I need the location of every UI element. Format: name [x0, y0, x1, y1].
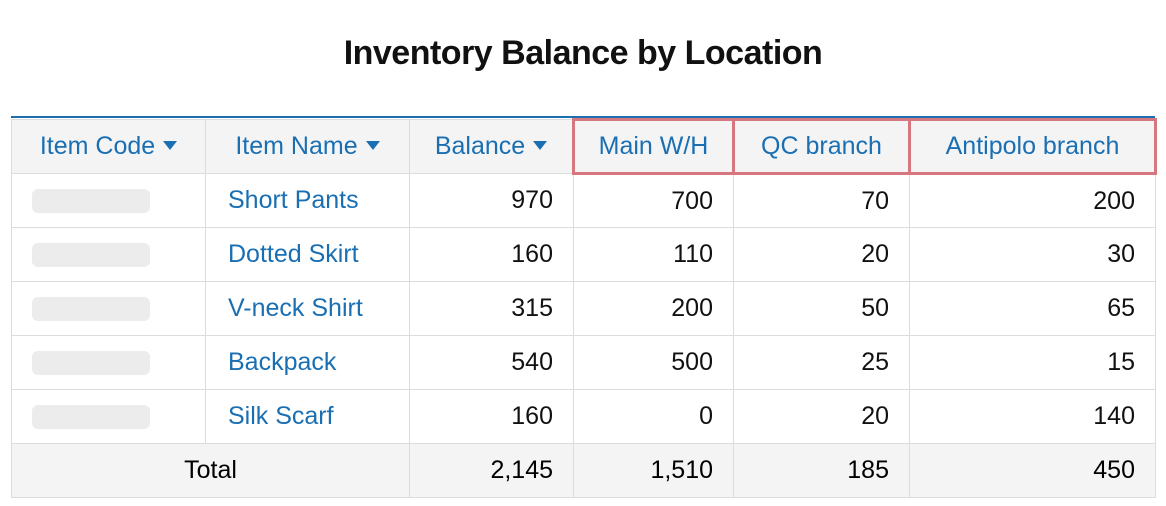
main-wh-cell: 0 [573, 389, 734, 444]
table-row: Dotted Skirt 160 110 20 30 [11, 227, 1156, 282]
qc-branch-cell: 20 [733, 227, 910, 282]
total-antipolo-branch: 450 [909, 443, 1156, 498]
item-code-placeholder [32, 296, 150, 321]
main-wh-cell: 110 [573, 227, 734, 282]
column-label: Item Code [39, 132, 156, 160]
column-header-main-wh[interactable]: Main W/H [572, 118, 735, 175]
totals-row: Total 2,145 1,510 185 450 [11, 443, 1156, 498]
qc-branch-cell: 20 [733, 389, 910, 444]
main-wh-cell: 200 [573, 281, 734, 336]
column-label: Item Name [235, 132, 358, 160]
column-header-item-name[interactable]: Item Name [205, 119, 410, 174]
balance-cell: 315 [409, 281, 574, 336]
item-code-cell [11, 281, 206, 336]
inventory-table: Item Code Item Name Balance Main W/H QC … [11, 118, 1157, 498]
table-row: Short Pants 970 700 70 200 [11, 173, 1156, 228]
antipolo-branch-cell: 200 [909, 173, 1156, 228]
balance-cell: 970 [409, 173, 574, 228]
total-qc-branch: 185 [733, 443, 910, 498]
column-header-balance[interactable]: Balance [409, 119, 574, 174]
balance-cell: 160 [409, 389, 574, 444]
table-row: V-neck Shirt 315 200 50 65 [11, 281, 1156, 336]
item-code-placeholder [32, 350, 150, 375]
balance-cell: 540 [409, 335, 574, 390]
column-label: QC branch [761, 132, 882, 160]
main-wh-cell: 700 [573, 173, 734, 228]
table-row: Silk Scarf 160 0 20 140 [11, 389, 1156, 444]
page-title: Inventory Balance by Location [343, 34, 823, 72]
inventory-grid: Item Code Item Name Balance Main W/H QC … [11, 116, 1157, 498]
qc-branch-cell: 25 [733, 335, 910, 390]
column-label: Antipolo branch [945, 132, 1120, 160]
antipolo-branch-cell: 15 [909, 335, 1156, 390]
item-code-cell [11, 227, 206, 282]
column-label: Main W/H [598, 132, 709, 160]
column-header-item-code[interactable]: Item Code [11, 119, 206, 174]
total-balance: 2,145 [409, 443, 574, 498]
main-wh-cell: 500 [573, 335, 734, 390]
antipolo-branch-cell: 65 [909, 281, 1156, 336]
column-header-qc-branch[interactable]: QC branch [732, 118, 911, 175]
column-label: Balance [434, 132, 526, 160]
total-label: Total [11, 443, 410, 498]
sort-caret-icon[interactable] [533, 140, 548, 150]
item-code-cell [11, 173, 206, 228]
balance-cell: 160 [409, 227, 574, 282]
table-row: Backpack 540 500 25 15 [11, 335, 1156, 390]
total-main-wh: 1,510 [573, 443, 734, 498]
item-name-link[interactable]: Backpack [205, 335, 410, 390]
column-header-antipolo-branch[interactable]: Antipolo branch [908, 118, 1157, 175]
antipolo-branch-cell: 140 [909, 389, 1156, 444]
sort-caret-icon[interactable] [163, 140, 178, 150]
item-code-placeholder [32, 188, 150, 213]
item-code-cell [11, 389, 206, 444]
item-code-placeholder [32, 404, 150, 429]
antipolo-branch-cell: 30 [909, 227, 1156, 282]
item-name-link[interactable]: Silk Scarf [205, 389, 410, 444]
item-name-link[interactable]: Short Pants [205, 173, 410, 228]
header-row: Item Code Item Name Balance Main W/H QC … [11, 118, 1157, 175]
item-name-link[interactable]: V-neck Shirt [205, 281, 410, 336]
item-code-placeholder [32, 242, 150, 267]
qc-branch-cell: 50 [733, 281, 910, 336]
item-code-cell [11, 335, 206, 390]
qc-branch-cell: 70 [733, 173, 910, 228]
sort-caret-icon[interactable] [365, 140, 380, 150]
item-name-link[interactable]: Dotted Skirt [205, 227, 410, 282]
